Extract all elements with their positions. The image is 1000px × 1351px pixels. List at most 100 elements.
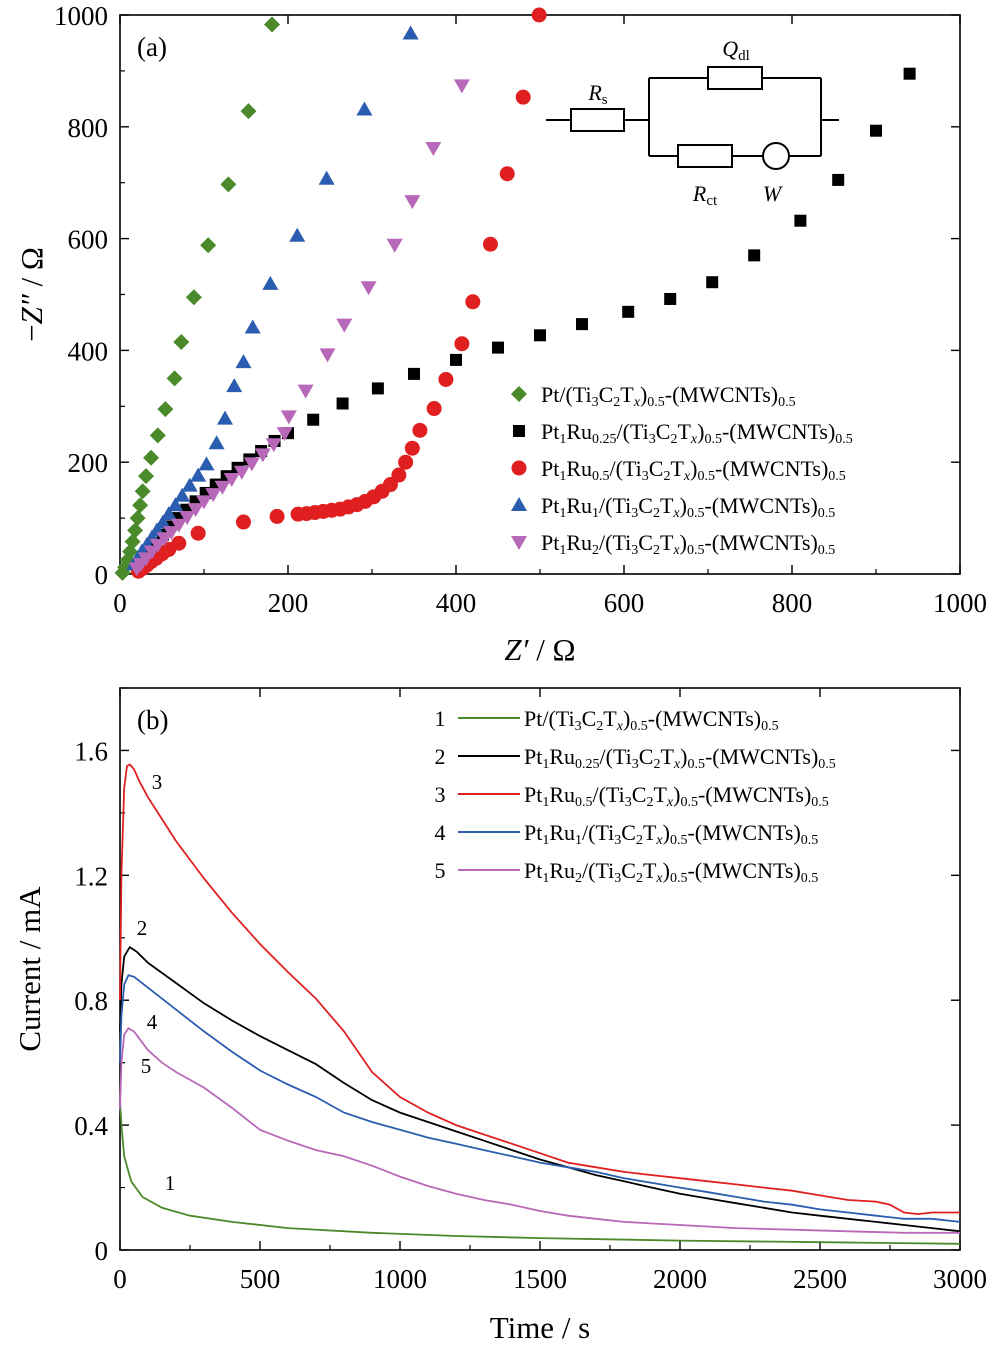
legend-text-part: C — [656, 419, 671, 444]
legend-subscript: 3 — [642, 469, 649, 484]
data-point-triangle-down — [233, 465, 250, 480]
data-point-triangle-down — [336, 318, 353, 333]
legend-subscript: 0.25 — [592, 432, 617, 447]
legend-text-part: ) — [697, 419, 704, 444]
circuit-subscript: ct — [706, 193, 718, 209]
data-point-square — [576, 318, 588, 331]
x-axis-title-b: Time / s — [490, 1310, 591, 1345]
legend-subscript: 0.5 — [647, 395, 665, 410]
data-point-triangle-down — [170, 518, 187, 533]
legend-text-part: -(MWCNTs) — [648, 706, 761, 731]
legend-subscript: x — [655, 833, 663, 848]
series-line-PtRu05 — [119, 763, 960, 1216]
data-point-square — [492, 341, 504, 354]
x-tick-label: 500 — [240, 1264, 281, 1294]
y-tick-label: 800 — [68, 113, 109, 143]
series-PtRu05 — [130, 7, 547, 579]
data-point-triangle-down — [223, 472, 240, 487]
data-point-triangle-up — [208, 435, 225, 450]
panel-label-a: (a) — [137, 32, 167, 62]
data-point-square — [870, 124, 882, 137]
data-point-triangle-up — [318, 170, 335, 185]
legend-subscript: 3 — [631, 506, 638, 521]
legend-a: Pt/(Ti3C2Tx)0.5-(MWCNTs)0.5Pt1Ru0.25/(Ti… — [511, 382, 853, 558]
data-point-triangle-down — [196, 495, 212, 510]
data-point-circle — [398, 454, 414, 470]
data-point-triangle-down — [360, 281, 377, 296]
legend-subscript: 1 — [575, 833, 582, 848]
legend-text-part: Pt — [524, 820, 542, 845]
legend-label: Pt1Ru1/(Ti3C2Tx)0.5-(MWCNTs)0.5 — [541, 493, 835, 521]
curve-number-label: 2 — [137, 916, 148, 940]
legend-text-part: T — [660, 530, 674, 555]
data-point-diamond — [157, 401, 174, 418]
legend-text-part: /(Ti — [617, 419, 649, 444]
legend-label: Pt1Ru2/(Ti3C2Tx)0.5-(MWCNTs)0.5 — [524, 858, 818, 886]
data-point-triangle-down — [265, 438, 282, 453]
data-point-circle — [465, 294, 481, 310]
x-tick-label: 2500 — [793, 1264, 847, 1294]
legend-subscript: 1 — [542, 757, 549, 772]
curve-number-label: 1 — [165, 1171, 176, 1195]
data-point-square — [408, 367, 420, 380]
circuit-subscript: s — [602, 92, 608, 108]
legend-subscript: 3 — [614, 871, 621, 886]
data-point-diamond — [132, 497, 149, 514]
legend-text-part: C — [649, 456, 664, 481]
legend-label: Pt1Ru1/(Ti3C2Tx)0.5-(MWCNTs)0.5 — [524, 820, 818, 848]
data-point-triangle-down — [179, 510, 196, 525]
data-point-triangle-down — [243, 457, 260, 472]
data-point-triangle-down — [254, 448, 271, 463]
legend-subscript: 2 — [653, 757, 660, 772]
legend-subscript: 3 — [614, 833, 621, 848]
legend-text-part: C — [599, 382, 614, 407]
data-point-triangle-up — [181, 477, 198, 492]
y-axis-title-a: −Z″ / Ω — [14, 247, 49, 342]
data-point-square — [534, 329, 546, 342]
y-tick-label: 1.6 — [74, 736, 108, 766]
data-point-circle — [391, 467, 407, 483]
legend-text-part: Pt — [541, 419, 559, 444]
legend-subscript: 0.5 — [761, 719, 779, 734]
data-point-triangle-up — [235, 354, 252, 369]
legend-subscript: 0.5 — [801, 833, 819, 848]
legend-text-part: Pt — [524, 858, 542, 883]
legend-b: 1 Pt/(Ti3C2Tx)0.5-(MWCNTs)0.52 Pt1Ru0.25/(… — [435, 706, 836, 886]
legend-text-part: C — [621, 820, 636, 845]
y-tick-label: 1.2 — [74, 861, 108, 891]
legend-number: 3 — [435, 782, 446, 807]
data-point-circle — [171, 535, 187, 551]
x-tick-label: 2000 — [653, 1264, 707, 1294]
data-point-triangle-down — [149, 538, 166, 553]
data-point-triangle-up — [198, 456, 215, 471]
data-point-triangle-up — [167, 497, 184, 512]
legend-subscript: 0.5 — [835, 432, 853, 447]
data-point-triangle-down — [511, 536, 527, 550]
legend-text-part: /(Ti — [610, 456, 642, 481]
legend-text-part: T — [653, 782, 667, 807]
data-point-triangle-down — [205, 488, 222, 503]
legend-text-part: T — [643, 858, 657, 883]
legend-subscript: 0.5 — [680, 795, 698, 810]
legend-number: 4 — [435, 820, 446, 845]
x-tick-label: 800 — [772, 588, 813, 618]
data-point-triangle-down — [276, 427, 293, 442]
data-point-diamond — [143, 449, 160, 466]
circuit-symbol: R — [692, 181, 707, 206]
data-point-diamond — [220, 176, 237, 193]
data-point-square — [903, 67, 916, 80]
equivalent-circuit-inset — [546, 66, 839, 170]
legend-subscript: 0.5 — [778, 395, 796, 410]
legend-subscript: 0.5 — [630, 719, 648, 734]
circuit-symbol: R — [587, 80, 602, 105]
legend-subscript: 1 — [542, 833, 549, 848]
legend-text-part: T — [677, 419, 691, 444]
data-point-circle — [269, 508, 285, 524]
data-point-square — [450, 353, 462, 366]
label-rct: Rct — [692, 181, 718, 209]
series-Pt — [114, 16, 281, 581]
data-point-diamond — [138, 468, 155, 485]
x-tick-label: 3000 — [933, 1264, 987, 1294]
legend-label: Pt/(Ti3C2Tx)0.5-(MWCNTs)0.5 — [541, 382, 796, 410]
curve-number-label: 5 — [141, 1054, 152, 1078]
